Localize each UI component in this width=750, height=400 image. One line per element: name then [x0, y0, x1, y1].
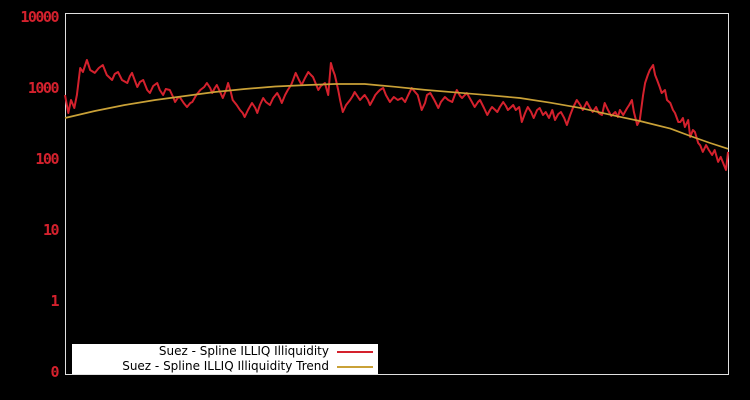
legend-line-sample-illiq	[337, 350, 373, 353]
legend-label-illiq: Suez - Spline ILLIQ Illiquidity	[158, 344, 329, 358]
y-axis-tick-label: 1	[50, 292, 59, 310]
y-axis-tick-label: 0	[50, 363, 59, 381]
y-axis-tick-label: 10	[43, 221, 60, 239]
y-axis-tick-label: 100	[35, 150, 59, 168]
trend-series-line	[64, 83, 729, 150]
legend-label-trend: Suez - Spline ILLIQ Illiquidity Trend	[122, 359, 329, 373]
y-axis-tick-label: 1000	[28, 79, 60, 97]
legend: Suez - Spline ILLIQ Illiquidity Suez - S…	[72, 344, 378, 374]
illiq-series-line	[64, 59, 729, 171]
y-axis-tick-label: 10000	[20, 8, 59, 26]
legend-item-illiq: Suez - Spline ILLIQ Illiquidity	[72, 344, 378, 359]
legend-line-sample-trend	[337, 365, 373, 368]
legend-item-trend: Suez - Spline ILLIQ Illiquidity Trend	[72, 359, 378, 374]
plot-frame	[65, 13, 729, 375]
